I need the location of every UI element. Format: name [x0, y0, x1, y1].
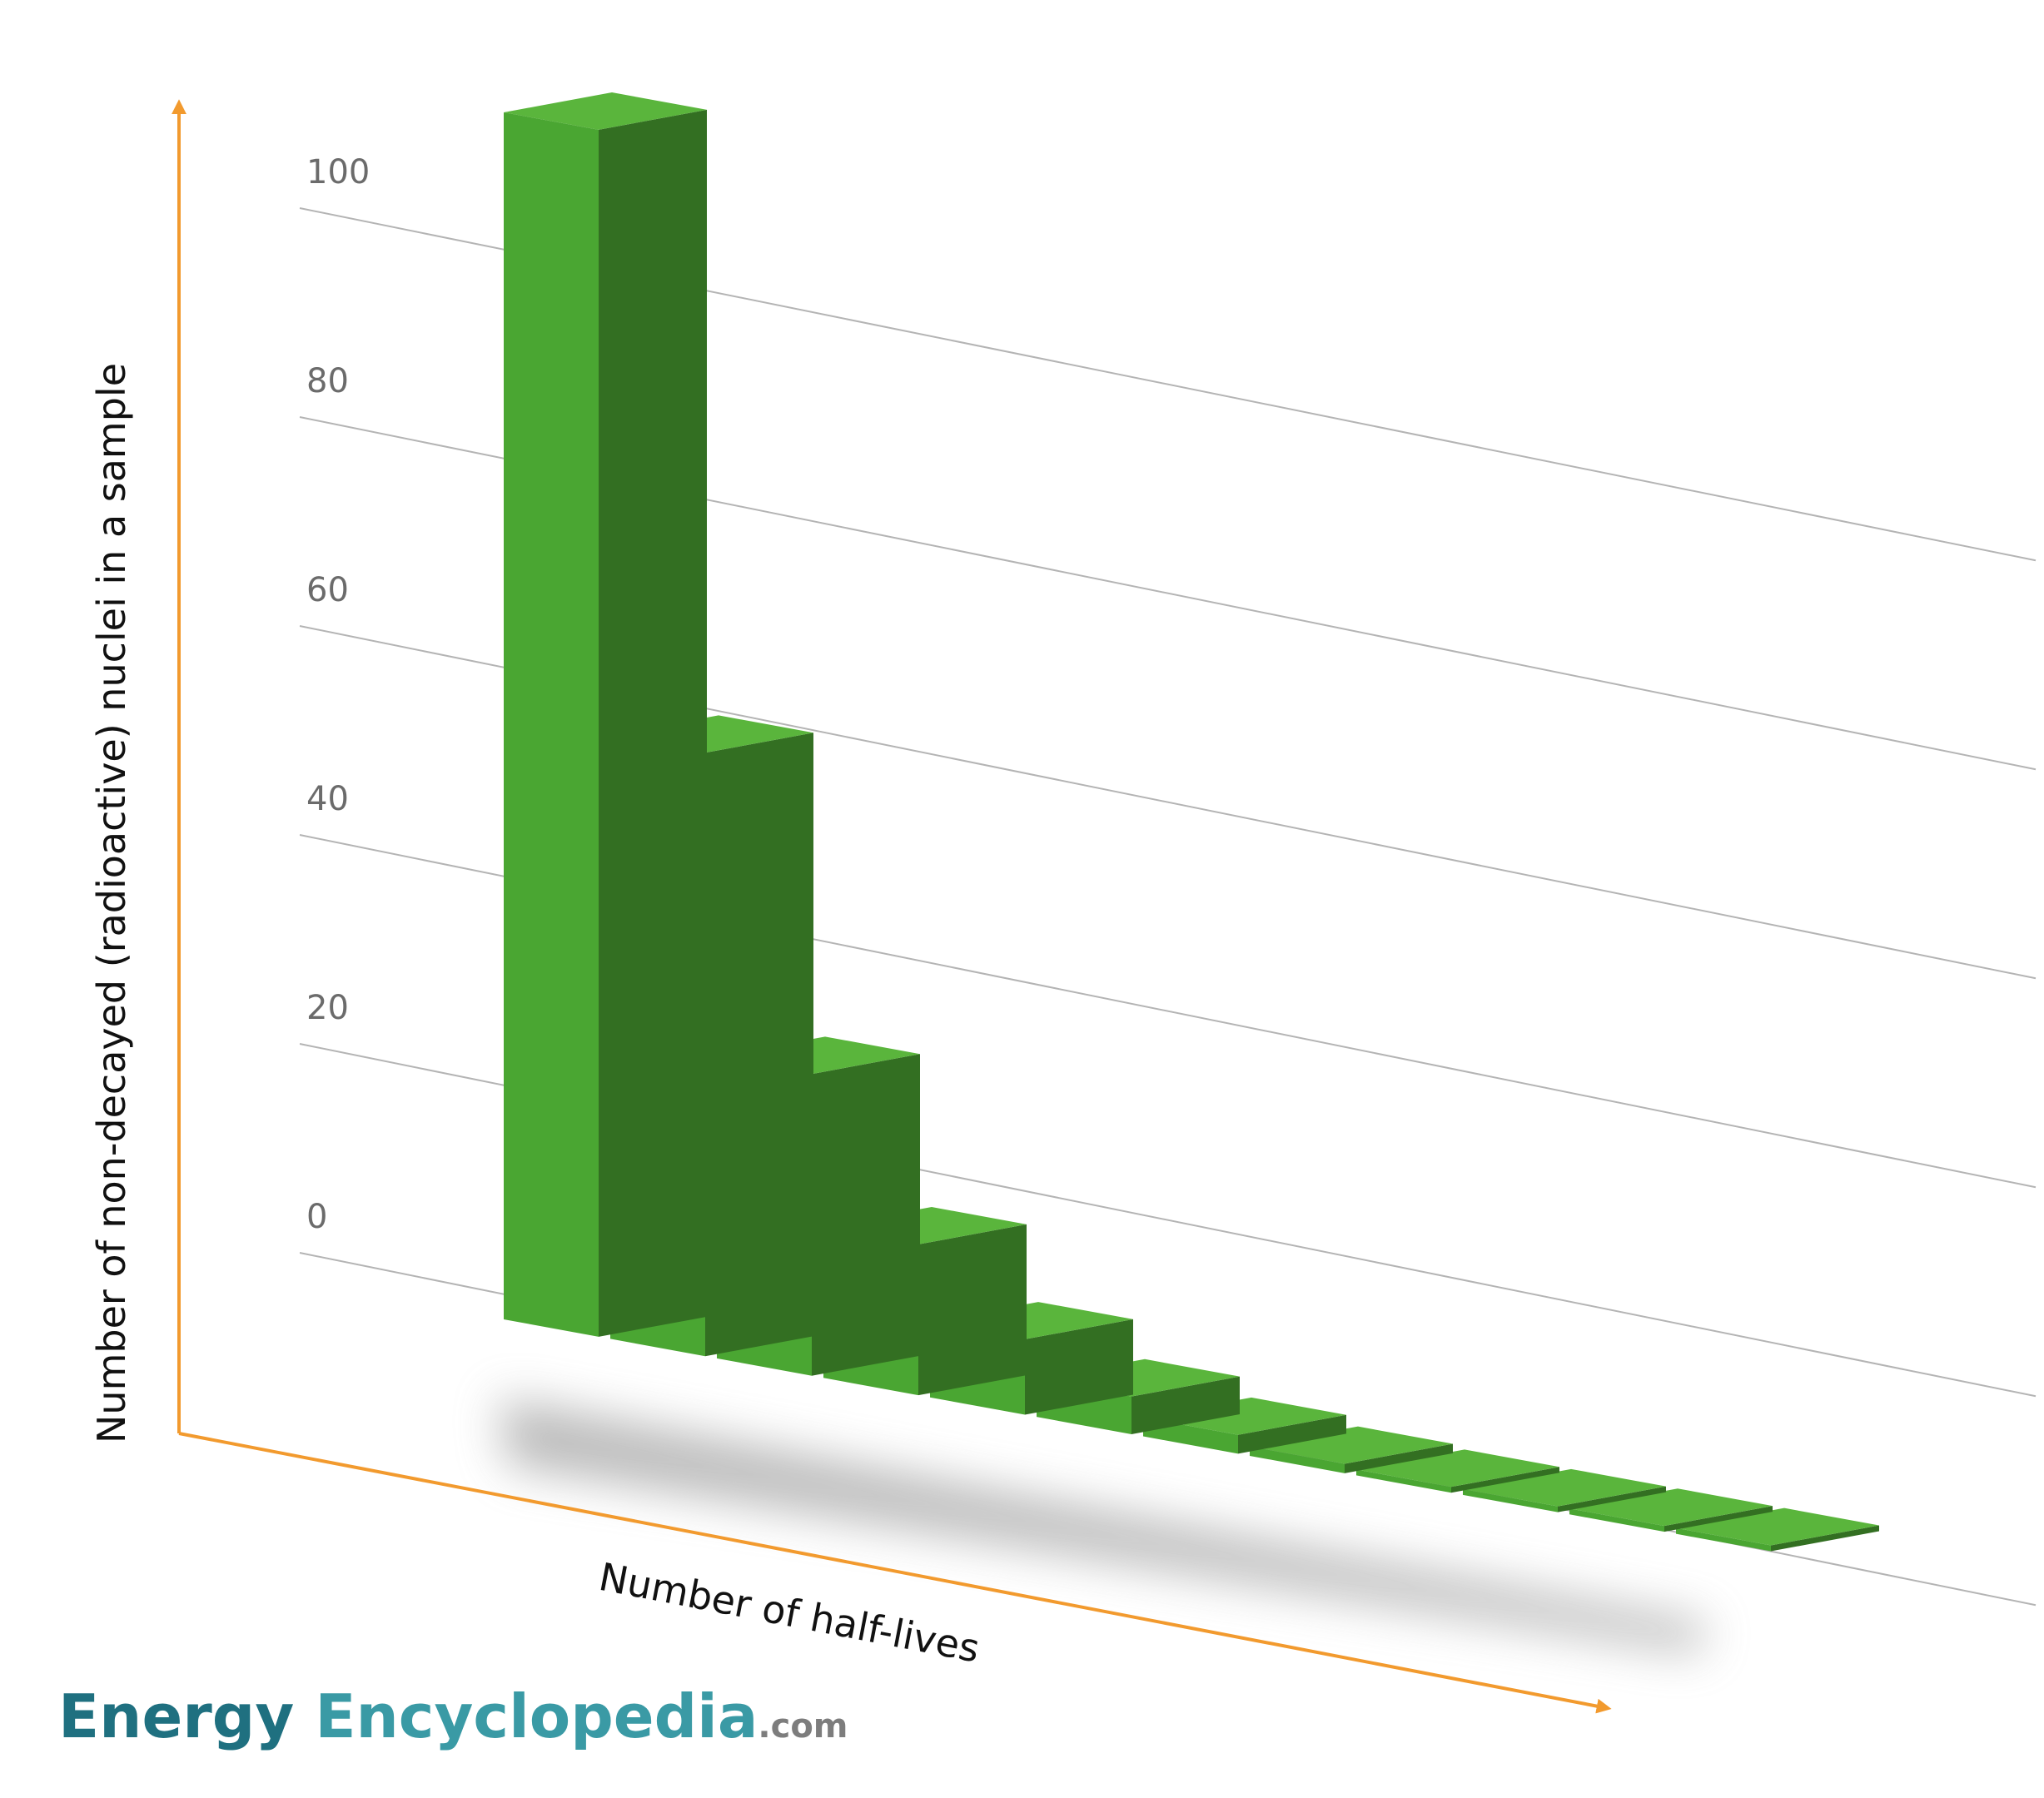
brand-word-energy: Energy [58, 1681, 295, 1751]
bar-top-face [1676, 1507, 1879, 1546]
floor-shadow [500, 1398, 1707, 1652]
bar-front-face [504, 112, 599, 1337]
bar-front-face [1676, 1527, 1771, 1552]
bar-side-face [1771, 1525, 1879, 1552]
bar [1569, 1488, 1773, 1532]
bar-shadow [500, 1398, 1707, 1652]
bar-side-face [1558, 1486, 1666, 1512]
bar-side-face [1131, 1376, 1240, 1434]
bar-front-face [1356, 1469, 1451, 1493]
bar-front-face [1250, 1446, 1345, 1473]
bar [1463, 1468, 1666, 1512]
y-tick-label: 100 [306, 153, 370, 191]
bar-top-face [1463, 1468, 1666, 1507]
bar-side-face [705, 733, 813, 1357]
brand-word-encyclopedia: Encyclopedia [315, 1681, 758, 1751]
y-tick-label: 80 [306, 362, 349, 400]
bar-side-face [918, 1224, 1027, 1396]
bar-top-face [1143, 1397, 1346, 1435]
x-axis-title: Number of half-lives [595, 1554, 983, 1671]
bar-front-face [1569, 1508, 1664, 1532]
bar [1250, 1426, 1453, 1473]
bar [1676, 1507, 1879, 1552]
x-axis-arrow [178, 1432, 1612, 1714]
y-axis-title: Number of non-decayed (radioactive) nucl… [89, 363, 134, 1443]
bar [1356, 1449, 1559, 1493]
bar-side-face [1664, 1506, 1773, 1532]
y-tick-label: 40 [306, 780, 349, 818]
bar-front-face [1463, 1488, 1558, 1512]
y-tick-labels: 0 20 40 60 80 100 [306, 153, 370, 1236]
y-tick-label: 0 [306, 1198, 327, 1236]
bar-side-face [812, 1054, 920, 1376]
bar-side-face [1025, 1319, 1133, 1415]
bar-top-face [1356, 1449, 1559, 1488]
brand-domain: .com [758, 1707, 848, 1746]
brand-logo: Energy Encyclopedia.com [58, 1681, 848, 1751]
bar-side-face [1238, 1414, 1346, 1454]
bar-side-face [599, 109, 707, 1337]
bar-side-face [1451, 1467, 1559, 1493]
bar-side-face [1345, 1443, 1453, 1473]
y-tick-label: 60 [306, 571, 349, 609]
bar-top-face [1250, 1426, 1453, 1464]
y-tick-label: 20 [306, 989, 349, 1027]
bar-top-face [1569, 1488, 1773, 1527]
bar-top-face [504, 92, 707, 130]
bar [504, 92, 707, 1337]
bar-series [504, 92, 1879, 1552]
